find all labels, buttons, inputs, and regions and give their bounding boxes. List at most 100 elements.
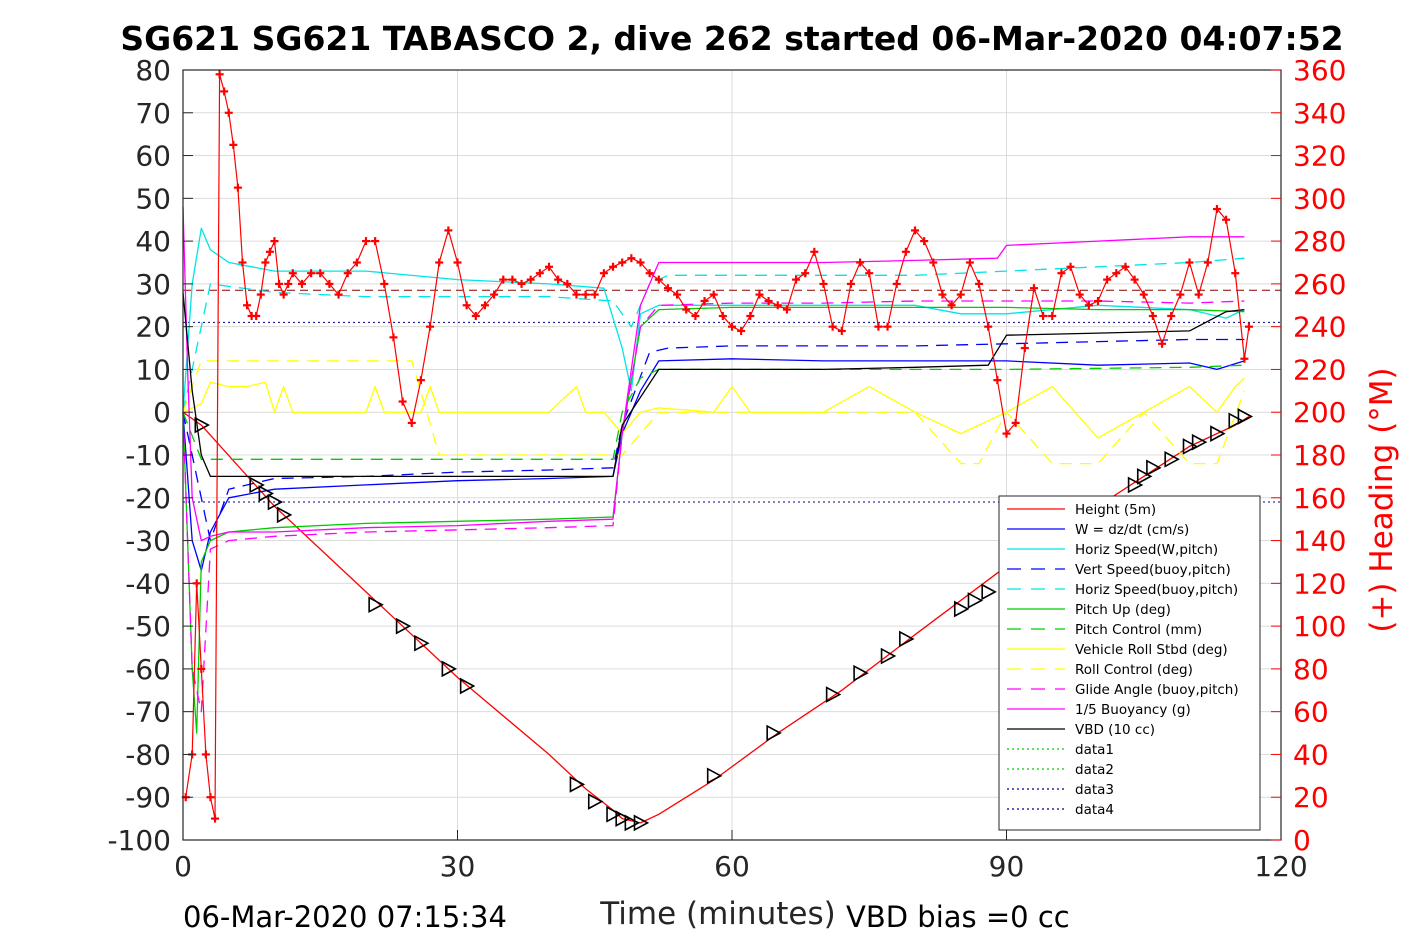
heading-plus-marker	[911, 226, 919, 235]
heading-plus-marker	[1130, 275, 1139, 284]
triangle-marker	[368, 596, 384, 614]
triangle-marker	[569, 776, 586, 793]
heading-plus-marker	[1158, 339, 1167, 348]
heading-plus-marker	[1212, 205, 1221, 214]
y-tick-label: -80	[125, 738, 171, 771]
heading-plus-marker	[535, 269, 544, 278]
series-3	[182, 338, 1245, 542]
heading-plus-marker	[801, 269, 810, 278]
heading-plus-marker	[444, 226, 453, 235]
heading-plus-marker	[691, 311, 700, 320]
legend-label: Roll Control (deg)	[1075, 662, 1193, 678]
position-markers	[194, 408, 1254, 832]
triangle-marker	[258, 485, 275, 502]
heading-plus-marker	[563, 279, 572, 288]
x-tick-label: 0	[174, 850, 192, 883]
y-tick-label: 10	[135, 353, 171, 386]
heading-plus-marker	[1203, 258, 1212, 267]
y-tick-label: -20	[125, 482, 171, 515]
heading-plus-marker	[238, 258, 247, 267]
heading-plus-marker	[334, 290, 343, 299]
heading-plus-marker	[1011, 418, 1020, 427]
y-right-tick-label: 260	[1293, 268, 1346, 301]
series-9	[182, 300, 1245, 713]
footer-vbd-bias: VBD bias =0 cc	[846, 900, 1070, 934]
heading-plus-marker	[618, 258, 627, 267]
triangle-marker	[1146, 459, 1162, 477]
chart-title: SG621 SG621 TABASCO 2, dive 262 started …	[120, 19, 1343, 58]
y-tick-label: 60	[135, 140, 171, 173]
heading-plus-marker	[343, 269, 352, 278]
heading-plus-marker	[572, 290, 581, 299]
y-tick-label: -90	[125, 781, 171, 814]
heading-plus-marker	[256, 290, 265, 299]
triangle-marker	[953, 600, 970, 618]
heading-plus-marker	[1222, 215, 1231, 224]
heading-plus-marker	[371, 237, 380, 246]
heading-plus-marker	[1139, 290, 1148, 299]
heading-plus-marker	[416, 376, 425, 385]
heading-plus-marker	[407, 418, 416, 427]
heading-plus-marker	[810, 247, 819, 256]
axis-ticks: 0 30 60 90 12080706050403020100-10-20-30-40-…	[107, 54, 1346, 883]
x-tick-label: 60	[714, 850, 750, 883]
heading-plus-marker	[856, 258, 865, 267]
triangle-marker	[1210, 425, 1226, 442]
triangle-marker	[395, 617, 412, 635]
series-6	[182, 364, 1245, 460]
legend-label: Horiz Speed(W,pitch)	[1075, 542, 1218, 558]
heading-plus-marker	[1121, 262, 1130, 271]
heading-plus-marker	[288, 269, 297, 278]
series-2	[182, 227, 1245, 413]
y-tick-label: -30	[125, 525, 171, 558]
heading-plus-marker	[636, 258, 645, 267]
series-4	[182, 257, 1245, 413]
legend-label: Horiz Speed(buoy,pitch)	[1075, 582, 1238, 598]
heading-plus-marker	[192, 579, 201, 588]
heading-plus-marker	[764, 297, 773, 305]
heading-plus-marker	[545, 262, 553, 271]
y-right-tick-label: 40	[1293, 738, 1329, 771]
y-right-tick-label: 120	[1293, 567, 1346, 600]
heading-plus-marker	[581, 290, 590, 299]
legend-label: 1/5 Buoyancy (g)	[1075, 702, 1191, 718]
footer-timestamp: 06-Mar-2020 07:15:34	[183, 900, 507, 934]
heading-plus-marker	[1029, 284, 1038, 293]
series-10	[182, 206, 1245, 542]
triangle-marker	[825, 686, 842, 703]
y-right-tick-label: 100	[1293, 610, 1346, 643]
heading-plus-marker	[1112, 269, 1121, 278]
y-right-tick-label: 180	[1293, 439, 1346, 472]
heading-plus-marker	[956, 290, 965, 299]
heading-plus-marker	[654, 275, 663, 284]
heading-plus-marker	[755, 290, 764, 299]
legend-label: Pitch Control (mm)	[1075, 622, 1202, 638]
heading-plus-marker	[782, 305, 791, 314]
heading-plus-marker	[874, 322, 883, 331]
heading-plus-marker	[243, 301, 252, 310]
heading-plus-marker	[892, 279, 901, 288]
heading-plus-marker	[938, 290, 947, 299]
heading-plus-marker	[197, 664, 206, 673]
y-axis-right-label: (+) Heading (°M)	[1364, 367, 1400, 632]
heading-plus-marker	[265, 247, 274, 256]
heading-plus-marker	[352, 258, 361, 267]
y-tick-label: 30	[135, 268, 171, 301]
heading-plus-marker	[773, 301, 782, 310]
heading-plus-marker	[279, 290, 288, 299]
heading-plus-marker	[627, 254, 636, 263]
y-right-tick-label: 0	[1293, 824, 1311, 857]
series-11	[182, 292, 1245, 478]
triangle-marker	[606, 805, 622, 823]
heading-plus-marker	[211, 814, 220, 823]
y-tick-label: -70	[125, 696, 171, 729]
y-tick-label: -60	[125, 653, 171, 686]
triangle-marker	[194, 416, 210, 434]
heading-plus-marker	[920, 237, 929, 246]
triangle-marker	[1228, 412, 1244, 430]
triangle-marker	[981, 583, 997, 601]
heading-plus-marker	[792, 275, 801, 284]
heading-plus-marker	[993, 376, 1002, 385]
legend-label: Glide Angle (buoy,pitch)	[1075, 682, 1239, 698]
heading-plus-marker	[215, 70, 224, 79]
